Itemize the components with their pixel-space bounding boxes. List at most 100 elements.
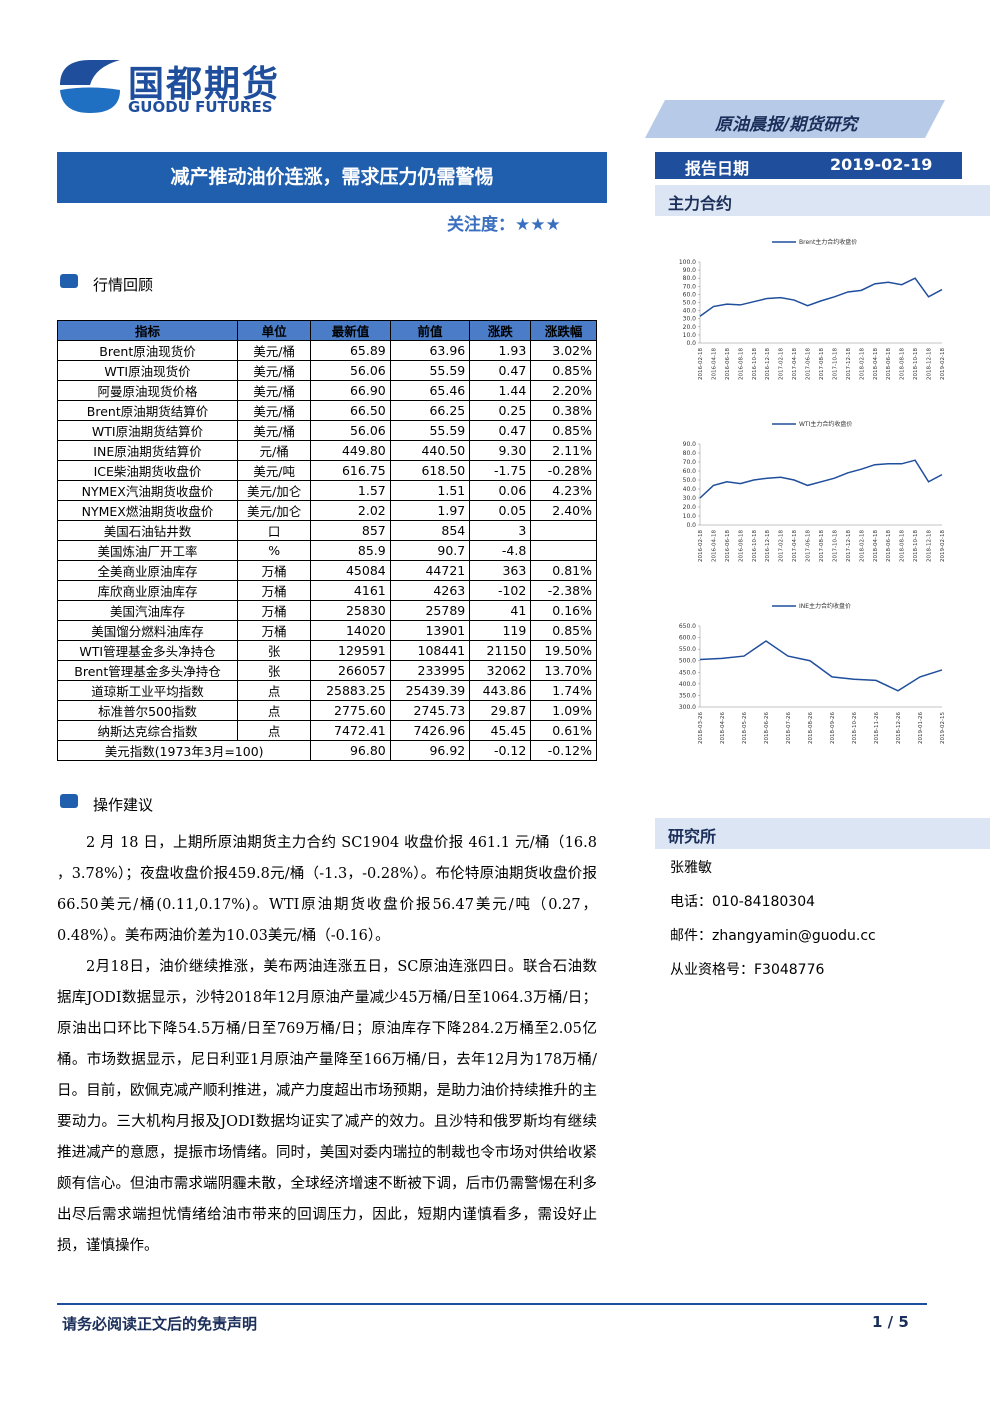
cell: 全美商业原油库存: [56, 560, 239, 581]
header-cell: 最新值: [310, 320, 391, 341]
x-tick-label: 2017-06-18: [806, 348, 812, 380]
row: 道琼斯工业平均指数点 25883.25 25439.39 443.86 1.74%: [56, 680, 597, 701]
date-bar: [655, 152, 962, 179]
cell: 119: [469, 620, 532, 641]
cell: 66.90: [310, 380, 391, 401]
cell: 0.05: [469, 500, 532, 521]
cell: 854: [389, 520, 471, 541]
y-tick-label: 90.0: [683, 441, 697, 448]
header-cell: 涨跌: [469, 320, 532, 341]
cell: 万桶: [237, 620, 312, 641]
cell: 3: [469, 520, 532, 541]
header-cell: 前值: [389, 320, 471, 341]
cell: 45084: [310, 560, 391, 581]
cell: 1.57: [310, 480, 391, 501]
cell: 美元指数(1973年3月=100): [56, 740, 312, 761]
y-tick-label: 60.0: [683, 291, 697, 298]
x-tick-label: 2017-08-18: [819, 530, 825, 562]
line: [699, 459, 943, 499]
paragraph: 2月18日，油价继续推涨，美布两油连涨五日，SC原油连涨四日。联合石油数据库JO…: [57, 959, 597, 1254]
cell: ICE柴油期货收盘价: [56, 460, 239, 481]
cell: -2.38%: [530, 580, 597, 601]
chart: 0.0 10.0 20.0 30.0 40.0 50.0 60.0 70.0 80.0 90.0 2…: [683, 420, 946, 562]
x-tick-label: 2018-02-18: [859, 530, 865, 562]
row: 纳斯达克综合指数点 7472.41 7426.96 45.45 0.61%: [56, 720, 597, 741]
row: 全美商业原油库存 万桶 45084 44721 363 0.81%: [56, 560, 597, 581]
legend-label: INE主力合约收盘价: [799, 602, 851, 610]
cell: 美元/桶: [237, 380, 312, 401]
cell: 美元/桶: [237, 340, 312, 361]
cell: 56.06: [310, 420, 391, 441]
x-tick-label: 2017-04-18: [792, 348, 798, 380]
row: 库欣商业原油库存 万桶 4161 4263 -102 -2.38%: [56, 580, 597, 601]
cell: 449.80: [310, 440, 391, 461]
cell: 66.50: [310, 400, 391, 421]
y-tick-label: 0.0: [686, 522, 696, 529]
x-tick-label: 2018-10-18: [913, 530, 919, 562]
logo-en: GUODU FUTURES: [128, 98, 273, 116]
cell: WTI原油现货价: [56, 360, 239, 381]
cell: 363: [469, 560, 532, 581]
y-tick-label: 10.0: [683, 332, 697, 339]
cell: 美元/桶: [237, 360, 312, 381]
y-tick-label: 50.0: [683, 477, 697, 484]
cell: 13901: [389, 620, 471, 641]
section: 原油晨报/期货研究: [715, 115, 858, 135]
x-tick-label: 2017-08-18: [819, 348, 825, 380]
y-tick-label: 70.0: [683, 283, 697, 290]
row: 美国炼油厂开工率% 85.9 90.7 -4.8: [56, 540, 597, 561]
cell: 0.85%: [530, 420, 597, 441]
cell: 道琼斯工业平均指数: [56, 680, 239, 701]
y-tick-label: 50.0: [683, 300, 697, 307]
row: ICE柴油期货收盘价 美元/吨 616.75 618.50 -1.75 -0.28%: [56, 460, 597, 481]
cell: 32062: [469, 660, 532, 681]
cell: 29.87: [469, 700, 532, 721]
x-tick-label: 2018-11-26: [874, 712, 880, 744]
attention: 关注度：★★★: [447, 215, 561, 235]
y-tick-label: 30.0: [683, 316, 697, 323]
x-tick-label: 2017-02-18: [779, 530, 785, 562]
cell: 44721: [389, 560, 471, 581]
cell: INE原油期货结算价: [56, 440, 239, 461]
x-tick-label: 2016-12-18: [765, 530, 771, 562]
cell: 元/桶: [237, 440, 312, 461]
y-tick-label: 650.0: [679, 623, 696, 630]
y-tick-label: 600.0: [679, 635, 696, 642]
cell: 0.85%: [530, 620, 597, 641]
cell: 7426.96: [389, 720, 471, 741]
x-tick-label: 2016-06-18: [725, 530, 731, 562]
cell: 2745.73: [389, 700, 471, 721]
x-tick-label: 2018-12-26: [896, 712, 902, 744]
cell: 2.20%: [530, 380, 597, 401]
line: [699, 277, 943, 317]
cell: 0.16%: [530, 600, 597, 621]
y-tick-label: 300.0: [679, 704, 696, 711]
y-tick-label: 30.0: [683, 495, 697, 502]
cell: 美元/桶: [237, 400, 312, 421]
cell: 13.70%: [530, 660, 597, 681]
cell: 19.50%: [530, 640, 597, 661]
x-tick-label: 2016-04-18: [711, 530, 717, 562]
row: Brent原油现货价 美元/桶 65.89 63.96 1.93 3.02%: [56, 340, 597, 361]
cell: 美元/桶: [237, 420, 312, 441]
cell: 65.89: [310, 340, 391, 361]
row: WTI原油现货价 美元/桶 56.06 55.59 0.47 0.85%: [56, 360, 597, 381]
row: WTI原油期货结算价 美元/桶 56.06 55.59 0.47 0.85%: [56, 420, 597, 441]
cell: 0.06: [469, 480, 532, 501]
cell: NYMEX燃油期货收盘价: [56, 500, 239, 521]
chart: 300.0 350.0 400.0 450.0 500.0 550.0 600.0 650.0…: [679, 602, 946, 744]
cell: 25830: [310, 600, 391, 621]
legend-label: WTI主力合约收盘价: [799, 420, 852, 428]
cell: 21150: [469, 640, 532, 661]
cell: 3.02%: [530, 340, 597, 361]
logo-mark: [60, 60, 120, 113]
x-tick-label: 2017-10-18: [832, 348, 838, 380]
cell: 108441: [389, 640, 471, 661]
logo-cn: 国都期货: [128, 64, 281, 105]
cell: 美国馏分燃料油库存: [56, 620, 239, 641]
x-tick-label: 2018-09-26: [830, 712, 836, 744]
cell: -1.75: [469, 460, 532, 481]
cell: 1.74%: [530, 680, 597, 701]
cell: Brent原油期货结算价: [56, 400, 239, 421]
row: 美国汽油库存 万桶 25830 25789 41 0.16%: [56, 600, 597, 621]
